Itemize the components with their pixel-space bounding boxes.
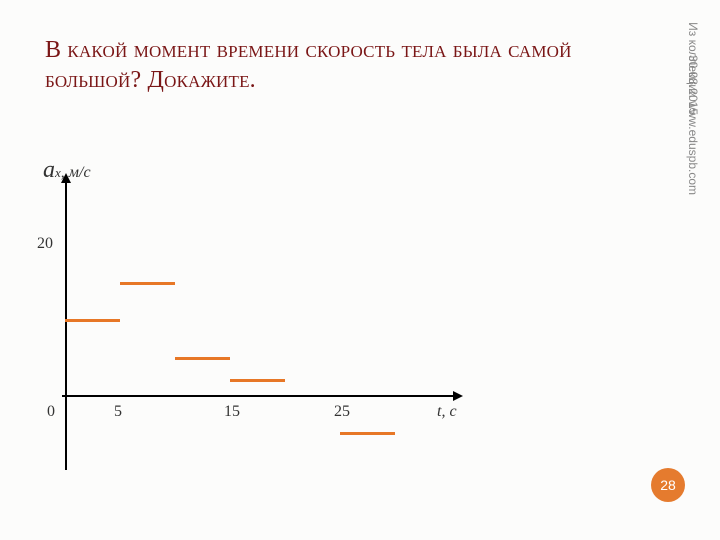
- y-axis-label: ах, м/с: [43, 157, 91, 184]
- series-segment: [120, 282, 175, 285]
- x-tick-label: 25: [334, 403, 350, 421]
- side-source: Из коллекции www.eduspb.com: [686, 22, 700, 195]
- page-number: 28: [660, 477, 676, 493]
- x-axis-label: t, с: [437, 403, 457, 421]
- x-tick-label: 0: [47, 403, 55, 421]
- x-tick-label: 15: [224, 403, 240, 421]
- page-number-badge: 28: [651, 468, 685, 502]
- y-axis-symbol: а: [43, 157, 55, 183]
- x-axis: [62, 395, 455, 397]
- slide-title: В какой момент времени скорость тела был…: [45, 35, 605, 95]
- series-segment: [340, 432, 395, 435]
- series-segment: [175, 357, 230, 360]
- step-chart: ах, м/с t, с 05152520: [45, 155, 475, 475]
- series-segment: [65, 319, 120, 322]
- x-tick-label: 5: [114, 403, 122, 421]
- y-tick-label: 20: [37, 235, 53, 253]
- y-axis: [65, 175, 67, 470]
- x-axis-arrow: [453, 391, 463, 401]
- y-axis-unit: , м/с: [61, 164, 91, 181]
- series-segment: [230, 379, 285, 382]
